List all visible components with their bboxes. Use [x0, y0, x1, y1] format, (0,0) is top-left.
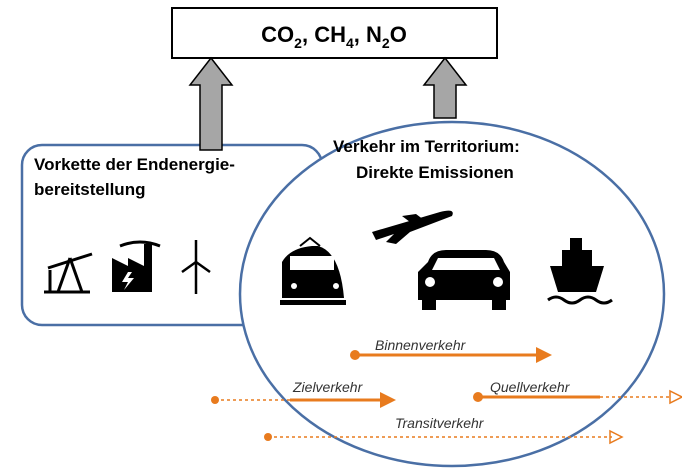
flow-label: Transitverkehr [395, 415, 485, 431]
flow-arrows [211, 347, 682, 445]
flow-label: Zielverkehr [292, 379, 364, 395]
ship-icon [547, 238, 613, 305]
emissions-box [171, 7, 498, 59]
subscript: 4 [346, 35, 354, 51]
subscript: 2 [382, 35, 390, 51]
flow-label: Quellverkehr [490, 379, 571, 395]
train-icon [280, 236, 346, 305]
arrow-up [188, 56, 234, 151]
wind-turbine-icon [181, 240, 211, 294]
pump-jack-icon [44, 252, 93, 294]
left-title: Vorkette der Endenergie- [34, 155, 235, 174]
circle-title: Direkte Emissionen [356, 163, 514, 182]
car-icon [418, 250, 510, 310]
factory-icon [112, 240, 161, 292]
circle-title: Verkehr im Territorium: [333, 137, 520, 156]
left-title: bereitstellung [34, 180, 145, 199]
formula-part: , N [354, 22, 382, 47]
gases: CO2, CH4, N2O [261, 22, 407, 51]
formula-part: O [390, 22, 407, 47]
subscript: 2 [294, 35, 302, 51]
formula-part: CO [261, 22, 294, 47]
arrow-up [422, 56, 468, 119]
plane-icon [372, 210, 453, 244]
flow-label: Binnenverkehr [375, 337, 467, 353]
formula-part: , CH [302, 22, 346, 47]
